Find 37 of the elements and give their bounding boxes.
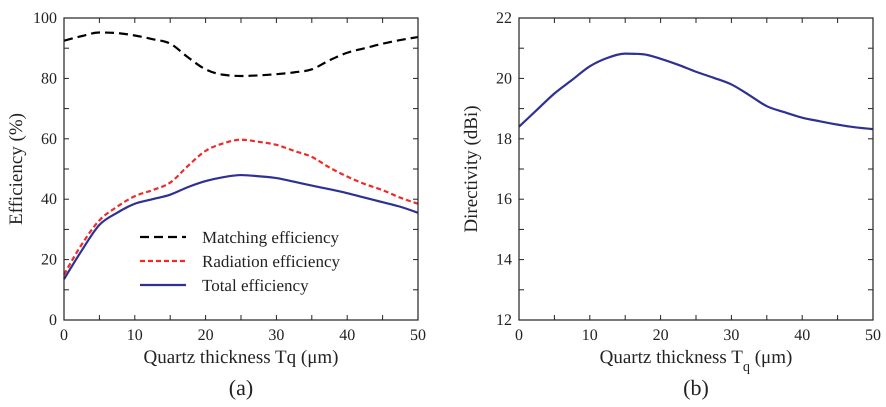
x-tick-label: 50	[865, 327, 881, 344]
y-axis-title: Directivity (dBi)	[461, 105, 482, 233]
y-tick-label: 18	[496, 130, 512, 148]
y-tick-label: 20	[496, 70, 512, 88]
x-tick-label: 30	[268, 327, 284, 344]
y-tick-label: 16	[496, 191, 512, 208]
y-tick-label: 80	[41, 70, 57, 88]
x-tick-label: 40	[339, 327, 356, 344]
y-tick-label: 40	[41, 191, 57, 208]
y-tick-label: 20	[41, 252, 57, 269]
y-tick-label: 14	[496, 252, 512, 269]
y-axis-title: Efficiency (%)	[6, 112, 27, 226]
x-tick-label: 0	[515, 327, 523, 344]
legend-label: Radiation efficiency	[202, 252, 340, 271]
y-tick-label: 0	[49, 312, 57, 329]
line-series	[62, 174, 420, 280]
line-series	[518, 52, 874, 130]
x-tick-label: 20	[652, 327, 669, 344]
y-tick-label: 22	[496, 10, 512, 27]
line-series	[62, 138, 420, 276]
x-tick-label: 20	[198, 327, 214, 344]
legend-label: Total efficiency	[202, 276, 310, 295]
y-tick-label: 100	[33, 10, 57, 27]
y-tick-label: 12	[496, 312, 512, 329]
x-tick-label: 40	[794, 327, 810, 344]
text: (a)	[228, 375, 254, 400]
legend-label: Matching efficiency	[202, 228, 340, 247]
x-axis-title: Quartz thickness T$_{q}$ (μm)	[600, 347, 792, 375]
line-series	[62, 31, 420, 78]
x-axis-title: Quartz thickness Tq (μm)	[143, 347, 339, 368]
x-tick-label: 0	[60, 327, 68, 344]
x-tick-label: 30	[723, 327, 740, 344]
x-tick-label: 10	[582, 327, 598, 344]
y-tick-label: 60	[41, 130, 57, 148]
text: (b)	[683, 375, 709, 400]
x-tick-label: 10	[126, 327, 143, 344]
x-tick-label: 50	[410, 327, 426, 344]
